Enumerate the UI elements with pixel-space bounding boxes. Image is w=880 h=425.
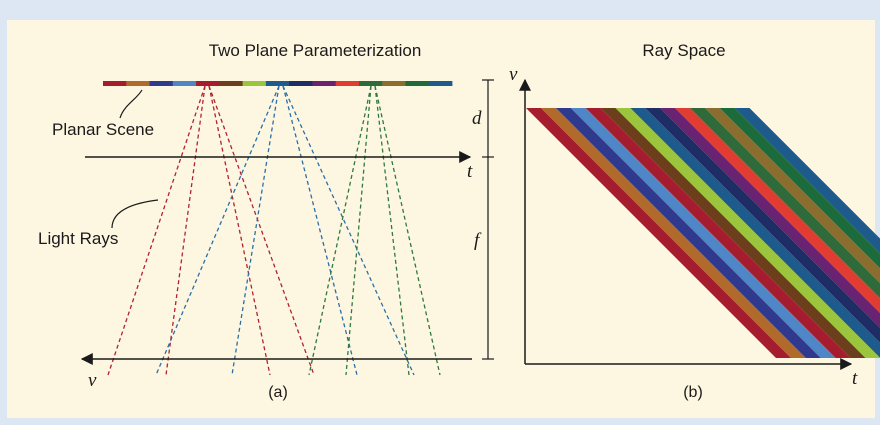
ray-space-v-label: v — [509, 64, 518, 85]
ray-band — [719, 108, 880, 269]
planar-scene-label: Planar Scene — [52, 120, 154, 139]
light-ray — [345, 85, 372, 376]
ray-band — [585, 108, 851, 358]
light-ray — [282, 85, 415, 376]
dimension-bars — [482, 79, 494, 360]
scene-segment — [103, 81, 127, 86]
scene-segment — [289, 81, 313, 86]
rays-leader-line — [111, 199, 159, 229]
v-plane-label: v — [88, 370, 97, 391]
light-rays — [107, 85, 441, 376]
ray-band — [600, 108, 866, 358]
light-ray — [374, 85, 410, 376]
ray-band — [526, 108, 791, 358]
light-ray — [208, 85, 315, 376]
light-ray — [155, 85, 280, 376]
planar-scene-strip — [103, 81, 453, 86]
ray-band — [615, 108, 880, 358]
scene-leader-line — [119, 89, 143, 119]
panel-b-title: Ray Space — [642, 41, 725, 60]
scene-segment — [382, 81, 406, 86]
ray-band — [540, 108, 806, 358]
panel-a-title: Two Plane Parameterization — [209, 41, 422, 60]
light-ray — [308, 85, 372, 376]
light-ray — [374, 85, 441, 376]
scene-segment — [172, 81, 197, 86]
light-ray — [282, 85, 358, 376]
light-ray — [107, 85, 206, 376]
scene-segment — [405, 81, 430, 86]
scene-segment — [219, 81, 243, 86]
ray-band — [704, 108, 880, 284]
t-plane-label: t — [467, 161, 473, 182]
light-ray — [165, 85, 206, 376]
caption-b: (b) — [683, 384, 703, 401]
scene-segment — [265, 81, 290, 86]
light-rays-label: Light Rays — [38, 229, 118, 248]
scene-segment — [312, 81, 337, 86]
scene-segment — [149, 81, 174, 86]
scene-segment — [126, 81, 150, 86]
f-label: f — [474, 230, 482, 251]
scene-segment — [428, 81, 453, 86]
caption-a: (a) — [268, 384, 288, 401]
ray-band — [555, 108, 821, 358]
ray-band — [570, 108, 836, 358]
light-ray — [208, 85, 271, 376]
ray-space-bands — [526, 108, 880, 358]
scene-segment — [335, 81, 360, 86]
scene-segment — [196, 81, 220, 86]
ray-space-t-label: t — [852, 368, 858, 389]
scene-segment — [242, 81, 267, 86]
scene-segment — [358, 81, 383, 86]
d-label: d — [472, 108, 482, 129]
